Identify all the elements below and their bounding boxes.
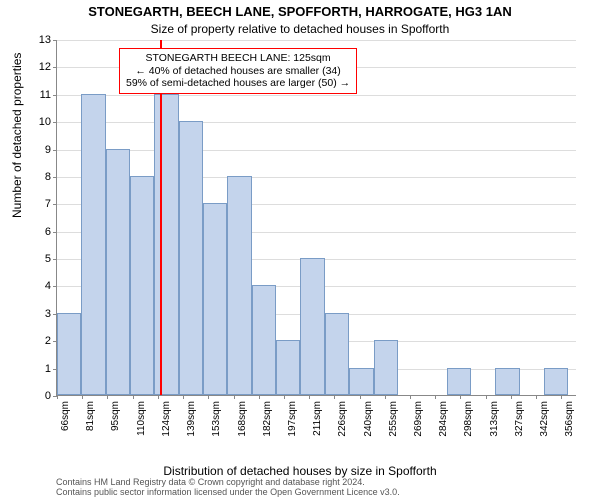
y-tick-label: 1 [45,363,51,375]
x-tick-label: 168sqm [237,401,248,437]
x-tick-mark [561,395,562,399]
chart-title-main: STONEGARTH, BEECH LANE, SPOFFORTH, HARRO… [0,4,600,19]
x-tick-mark [133,395,134,399]
histogram-bar [179,121,203,395]
x-tick-mark [410,395,411,399]
histogram-bar [447,368,471,395]
x-tick-label: 139sqm [186,401,197,437]
y-tick-label: 10 [39,116,51,128]
y-tick-label: 0 [45,390,51,402]
histogram-bar [349,368,373,395]
y-tick-mark [53,67,57,68]
y-tick-mark [53,204,57,205]
y-tick-label: 11 [40,89,51,101]
x-tick-label: 255sqm [388,401,399,437]
x-tick-label: 269sqm [413,401,424,437]
annotation-line: 59% of semi-detached houses are larger (… [126,77,350,90]
grid-line [57,150,576,151]
x-tick-mark [284,395,285,399]
x-tick-label: 313sqm [489,401,500,437]
histogram-bar [57,313,81,395]
x-tick-label: 110sqm [136,401,147,436]
histogram-bar [130,176,154,395]
y-tick-label: 8 [45,171,51,183]
x-tick-mark [57,395,58,399]
x-tick-mark [158,395,159,399]
x-tick-label: 66sqm [60,401,71,431]
y-tick-mark [53,150,57,151]
x-tick-label: 226sqm [337,401,348,437]
histogram-bar [374,340,398,395]
histogram-bar [81,94,105,395]
y-tick-label: 9 [45,144,51,156]
y-tick-mark [53,122,57,123]
y-tick-mark [53,286,57,287]
histogram-bar [227,176,251,395]
x-tick-label: 342sqm [539,401,550,437]
grid-line [57,95,576,96]
histogram-bar [544,368,568,395]
x-tick-label: 240sqm [363,401,374,437]
x-axis-label: Distribution of detached houses by size … [0,464,600,478]
x-tick-label: 327sqm [514,401,525,437]
x-tick-label: 356sqm [564,401,575,437]
x-tick-label: 182sqm [262,401,273,437]
x-tick-label: 298sqm [463,401,474,437]
x-tick-mark [486,395,487,399]
histogram-bar [495,368,519,395]
annotation-box: STONEGARTH BEECH LANE: 125sqm← 40% of de… [119,48,357,94]
y-axis-label: Number of detached properties [10,53,24,218]
x-tick-mark [536,395,537,399]
y-tick-label: 12 [39,61,51,73]
grid-line [57,122,576,123]
y-tick-label: 4 [45,280,51,292]
x-tick-label: 197sqm [287,401,298,437]
histogram-bar [325,313,349,395]
y-tick-label: 5 [45,253,51,265]
x-tick-mark [208,395,209,399]
histogram-bar [300,258,324,395]
x-tick-mark [385,395,386,399]
y-tick-label: 13 [39,34,51,46]
x-tick-mark [82,395,83,399]
x-tick-mark [460,395,461,399]
y-tick-mark [53,259,57,260]
y-tick-mark [53,40,57,41]
x-tick-mark [334,395,335,399]
x-tick-label: 211sqm [312,401,323,436]
grid-line [57,40,576,41]
x-tick-label: 95sqm [110,401,121,431]
x-tick-mark [234,395,235,399]
annotation-line: ← 40% of detached houses are smaller (34… [126,65,350,78]
y-tick-label: 7 [45,198,51,210]
x-tick-label: 124sqm [161,401,172,437]
x-tick-label: 81sqm [85,401,96,431]
y-tick-label: 2 [45,335,51,347]
x-tick-mark [360,395,361,399]
histogram-bar [203,203,227,395]
chart-title-sub: Size of property relative to detached ho… [0,22,600,36]
x-tick-label: 284sqm [438,401,449,437]
histogram-bar [276,340,300,395]
x-tick-mark [309,395,310,399]
y-tick-mark [53,95,57,96]
plot-area: 01234567891011121366sqm81sqm95sqm110sqm1… [56,40,576,396]
histogram-bar [106,149,130,395]
y-tick-label: 3 [45,308,51,320]
x-tick-mark [435,395,436,399]
x-tick-mark [107,395,108,399]
histogram-bar [154,94,178,395]
annotation-line: STONEGARTH BEECH LANE: 125sqm [126,52,350,65]
attribution-line2: Contains public sector information licen… [56,488,400,498]
y-tick-mark [53,232,57,233]
x-tick-mark [511,395,512,399]
y-tick-mark [53,177,57,178]
x-tick-mark [259,395,260,399]
x-tick-mark [183,395,184,399]
x-tick-label: 153sqm [211,401,222,437]
attribution-text: Contains HM Land Registry data © Crown c… [56,478,400,498]
histogram-bar [252,285,276,395]
y-tick-label: 6 [45,226,51,238]
